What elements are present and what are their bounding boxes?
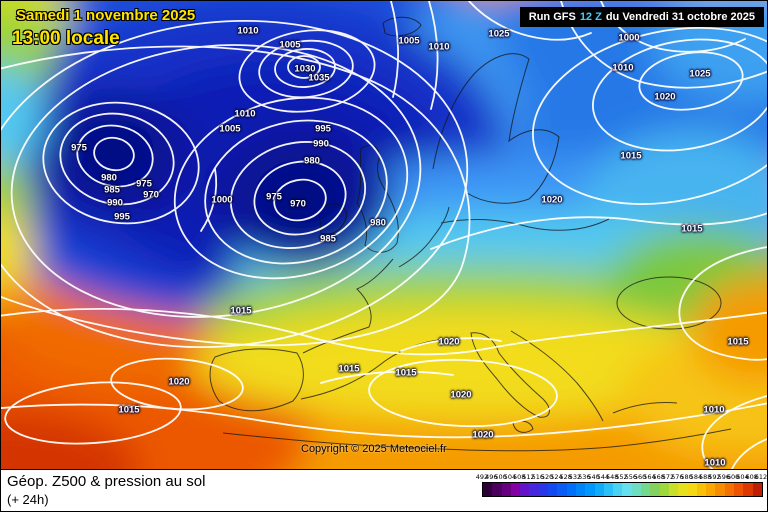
scale-tick: 608 <box>745 473 758 481</box>
scale-cells <box>482 482 763 497</box>
scale-cell <box>668 483 679 496</box>
scale-tick: 516 <box>531 473 545 481</box>
scale-cell <box>641 483 651 496</box>
scale-tick: 588 <box>698 473 712 481</box>
scale-cell <box>585 483 595 496</box>
scale-tick: 520 <box>540 473 554 481</box>
scale-cell <box>659 483 669 496</box>
scale-tick: 560 <box>633 473 647 481</box>
scale-cell <box>743 483 753 496</box>
run-suffix-label: du Vendredi 31 octobre 2025 <box>605 11 755 23</box>
scale-tick: 568 <box>652 473 665 481</box>
scale-cell <box>566 483 576 496</box>
scale-cell <box>650 483 660 496</box>
scale-tick: 580 <box>680 473 693 481</box>
scale-tick: 512 <box>522 473 535 481</box>
geopotential-pressure-map <box>1 1 767 469</box>
scale-cell <box>706 483 716 496</box>
scale-tick: 492 <box>475 473 489 481</box>
scale-tick: 584 <box>689 473 703 481</box>
isobars <box>1 1 767 469</box>
scale-tick: 532 <box>568 473 582 481</box>
coastlines <box>209 16 732 452</box>
scale-tick: 596 <box>717 473 731 481</box>
scale-tick: 504 <box>503 473 517 481</box>
scale-cell <box>483 483 493 496</box>
scale-tick: 500 <box>494 473 507 481</box>
z500-color-field <box>1 1 767 469</box>
scale-tick: 572 <box>661 473 675 481</box>
scale-cell <box>603 483 614 496</box>
scale-cell <box>724 483 735 496</box>
scale-tick: 544 <box>596 473 610 481</box>
scale-tick: 540 <box>587 473 600 481</box>
scale-tick: 592 <box>708 473 721 481</box>
scale-tick: 600 <box>726 473 740 481</box>
scale-cell <box>492 483 502 496</box>
scale-cell <box>687 483 697 496</box>
scale-cell <box>538 483 549 496</box>
scale-cell <box>752 483 762 496</box>
scale-cell <box>715 483 725 496</box>
scale-cell <box>557 483 567 496</box>
scale-cell <box>529 483 539 496</box>
chart-title: Géop. Z500 & pression au sol <box>7 473 206 490</box>
scale-tick: 508 <box>512 473 526 481</box>
scale-cell <box>520 483 530 496</box>
scale-cell <box>631 483 642 496</box>
forecast-hour-label: (+ 24h) <box>7 492 49 507</box>
scale-tick: 548 <box>605 473 619 481</box>
run-time-label: 12 Z <box>579 11 602 23</box>
scale-tick: 528 <box>559 473 572 481</box>
copyright-label: Copyright © 2025 Meteociel.fr <box>301 443 447 455</box>
scale-tick: 536 <box>578 473 591 481</box>
scale-cell <box>575 483 586 496</box>
scale-tick: 496 <box>485 473 498 481</box>
scale-cell <box>696 483 707 496</box>
footer-bar: Géop. Z500 & pression au sol (+ 24h) 492… <box>1 469 767 511</box>
scale-tick: 564 <box>643 473 656 481</box>
scale-cell <box>734 483 744 496</box>
scale-cell <box>622 483 632 496</box>
scale-ticks: 492 496 500 504 508 512 516 520 524 528 532 536 540 5… <box>476 473 767 481</box>
scale-tick: 604 <box>736 473 749 481</box>
scale-tick: 524 <box>550 473 563 481</box>
valid-time-label: 13:00 locale <box>12 28 120 49</box>
scale-cell <box>548 483 558 496</box>
scale-cell <box>501 483 511 496</box>
scale-cell <box>613 483 623 496</box>
scale-cell <box>510 483 521 496</box>
scale-tick: 612 <box>754 473 768 481</box>
scale-tick: 556 <box>624 473 638 481</box>
map-area: 1010 1005 1030 1035 1010 1005 975 980 985 990 995 9… <box>1 1 767 469</box>
scale-tick: 552 <box>615 473 628 481</box>
valid-date-label: Samedi 1 novembre 2025 <box>16 7 196 24</box>
color-scale: 492 496 500 504 508 512 516 520 524 528 532 536 540 5… <box>476 473 767 509</box>
scale-cell <box>594 483 604 496</box>
run-prefix-label: Run GFS <box>528 11 576 23</box>
scale-cell <box>678 483 688 496</box>
run-info-box: Run GFS 12 Z du Vendredi 31 octobre 2025 <box>519 7 764 27</box>
scale-tick: 576 <box>671 473 684 481</box>
